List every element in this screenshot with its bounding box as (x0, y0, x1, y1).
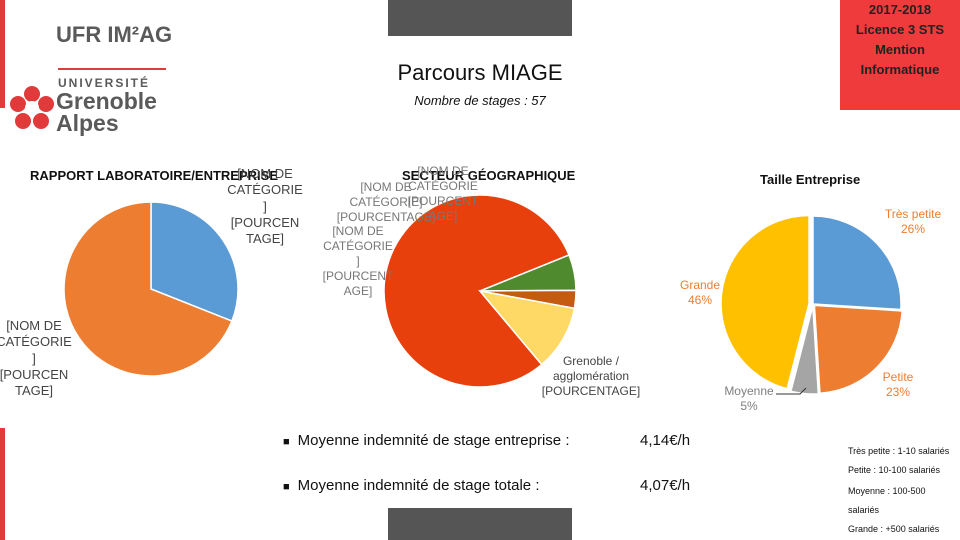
chart3-label-petite: Petite 23% (882, 370, 914, 399)
chart3-slice-3 (790, 305, 820, 395)
top-dark-bar (388, 0, 572, 36)
legend-moyenne-cont: salariés (848, 505, 880, 515)
chart3-moyenne-leader-line (776, 387, 807, 395)
year-info-box: 2017-2018 Licence 3 STS Mention Informat… (840, 0, 960, 110)
left-red-stripe-top (0, 0, 5, 108)
page-title: Parcours MIAGE (397, 60, 563, 85)
legend-tres-petite: Très petite : 1-10 salariés (848, 446, 950, 456)
stat-label-entreprise: Moyenne indemnité de stage entreprise : (297, 432, 570, 449)
chart1-label-2: [NOM DE CATÉGORIE] [POURCEN TAGE] (0, 318, 72, 398)
stat-row-totale: ■ Moyenne indemnité de stage totale : (283, 477, 539, 494)
logo-divider (58, 68, 166, 70)
info-year: 2017-2018 (868, 2, 932, 17)
logo-ufr-text: UFR IM²AG (56, 22, 173, 47)
stat-label-totale: Moyenne indemnité de stage totale : (297, 477, 540, 494)
chart2-label-brown: [NOM DE CATÉGORIE] [POURCENTAGE] (336, 180, 436, 224)
info-field: Informatique (860, 62, 940, 77)
legend-petite: Petite : 10-100 salariés (848, 465, 941, 475)
bullet-square-icon: ■ (283, 436, 290, 448)
chart2-label-grenoble: Grenoble / agglomération [POURCENTAGE] (541, 354, 641, 398)
chart3-slice-2 (813, 304, 904, 395)
legend-moyenne: Moyenne : 100-500 (848, 486, 926, 496)
chart1-title: RAPPORT LABORATOIRE/ENTREPRISE (30, 168, 278, 183)
chart3-label-grande: Grande 46% (679, 278, 721, 307)
left-red-stripe-bottom (0, 428, 5, 540)
legend-grande: Grande : +500 salariés (848, 524, 940, 534)
stat-row-entreprise: ■ Moyenne indemnité de stage entreprise : (283, 432, 570, 449)
chart2-label-green: [NOM DE CATÉGORIE] [POURCENT AGE] (322, 224, 394, 298)
chart1-slice-2 (63, 201, 233, 377)
page-subtitle: Nombre de stages : 57 (414, 93, 546, 108)
stat-value-totale: 4,07€/h (640, 477, 691, 494)
flower-emblem-icon (10, 86, 54, 129)
chart3-label-moyenne: Moyenne 5% (724, 384, 774, 413)
info-mention: Mention (875, 42, 925, 57)
chart2-slice-4 (478, 289, 576, 366)
bottom-dark-bar (388, 508, 572, 540)
logo-city: Grenoble Alpes (56, 88, 157, 136)
logo-universite: UNIVERSITÉ (58, 76, 151, 90)
chart3-slice-1 (812, 215, 902, 311)
chart1-slice-1 (150, 201, 239, 323)
chart2-title: SECTEUR GÉOGRAPHIQUE (402, 168, 576, 183)
chart2-label-yellow: [NOM DE CATÉGORIE [POURCENT AGE] (407, 164, 479, 223)
bullet-square-icon: ■ (283, 481, 290, 493)
chart3-label-tres-petite: Très petite 26% (884, 207, 942, 236)
chart1-label-1: [NOM DE CATÉGORIE] [POURCEN TAGE] (227, 166, 303, 246)
chart3-title: Taille Entreprise (760, 172, 861, 187)
stat-value-entreprise: 4,14€/h (640, 432, 691, 449)
info-degree: Licence 3 STS (855, 22, 945, 37)
chart3-slice-4 (720, 214, 810, 390)
chart2-slice-1 (383, 194, 570, 388)
